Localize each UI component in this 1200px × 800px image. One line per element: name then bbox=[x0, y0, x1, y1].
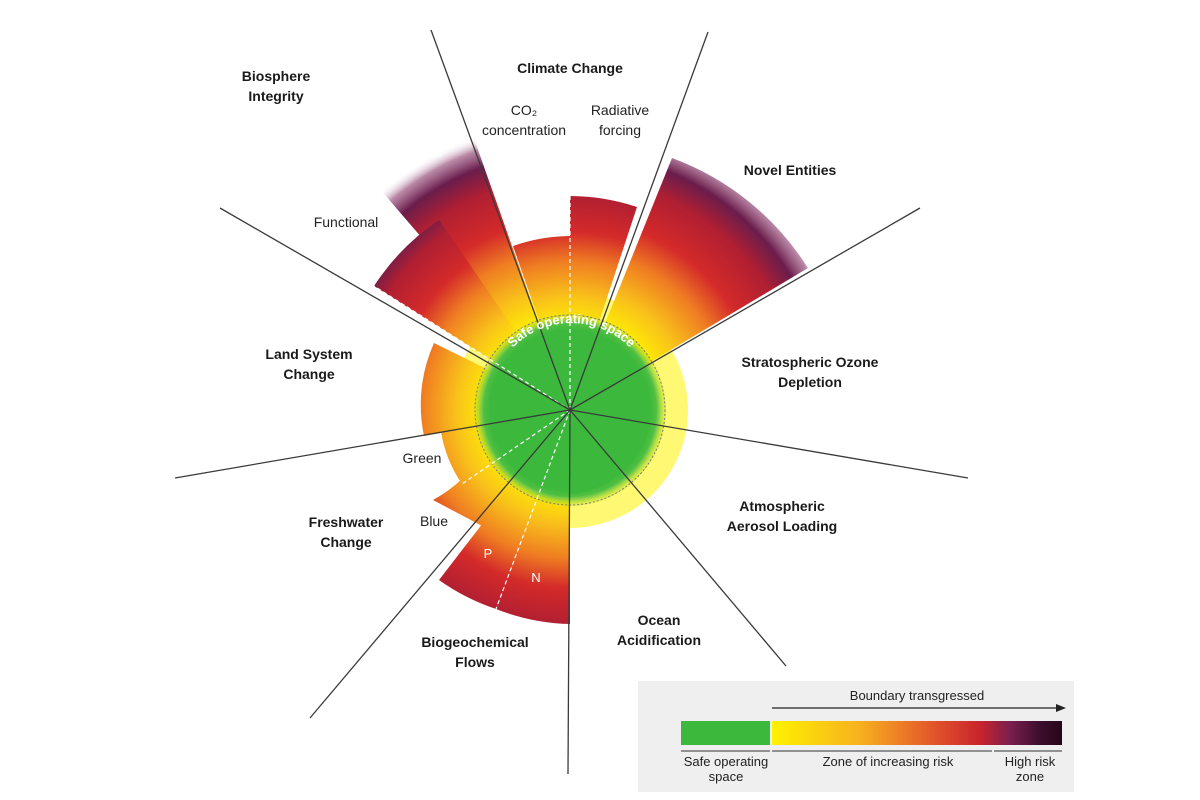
label-ocean-acidification: Ocean Acidification bbox=[616, 612, 701, 648]
legend-panel: Boundary transgressed Safe operating spac… bbox=[638, 681, 1074, 792]
legend-arrow-label: Boundary transgressed bbox=[849, 688, 985, 703]
label-climate-change: Climate Change bbox=[517, 60, 623, 76]
label-freshwater-change: Freshwater Change bbox=[308, 514, 384, 550]
label-p: P bbox=[483, 546, 493, 561]
safe-ozone-sector bbox=[570, 383, 637, 420]
legend-underlines bbox=[681, 750, 1062, 752]
legend-safe-swatch bbox=[681, 721, 770, 745]
label-n: N bbox=[531, 570, 541, 585]
label-atmospheric-aerosol: Atmospheric Aerosol Loading bbox=[726, 498, 838, 534]
sector-lines bbox=[174, 29, 969, 775]
label-blue: Blue bbox=[419, 513, 449, 529]
label-co2-concentration: CO₂ concentration bbox=[481, 102, 567, 138]
label-biosphere-integrity: Biosphere Integrity bbox=[241, 68, 311, 104]
legend-zone-label: Zone of increasing risk bbox=[822, 754, 954, 769]
label-biogeochemical-flows: Biogeochemical Flows bbox=[421, 634, 529, 670]
legend-risk-gradient bbox=[772, 721, 1062, 745]
label-stratospheric-ozone: Stratospheric Ozone Depletion bbox=[741, 354, 879, 390]
legend-arrow bbox=[772, 704, 1066, 712]
label-land-system-change: Land System Change bbox=[265, 346, 353, 382]
label-novel-entities: Novel Entities bbox=[743, 162, 837, 178]
label-genetic: Genetic bbox=[393, 144, 443, 160]
safe-ocean-sector bbox=[570, 410, 623, 494]
label-green: Green bbox=[402, 450, 442, 466]
label-functional: Functional bbox=[313, 214, 379, 230]
safe-aerosol-sector bbox=[570, 410, 640, 466]
legend-safe-label: Safe operating space bbox=[683, 754, 769, 784]
label-radiative-forcing: Radiative forcing bbox=[590, 102, 650, 138]
legend-high-label: High risk zone bbox=[1004, 754, 1056, 784]
sub-dividers bbox=[373, 196, 571, 610]
